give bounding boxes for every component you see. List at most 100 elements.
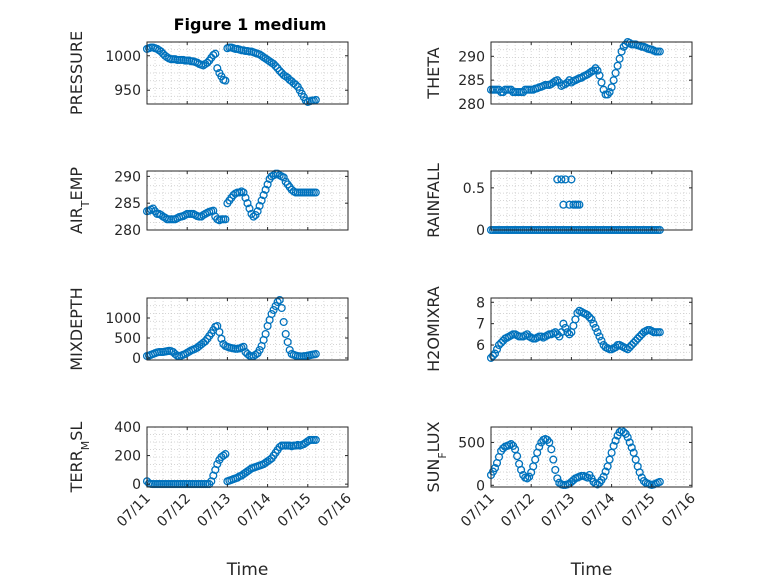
data-point [490,464,500,473]
y-axis-label: THETA [424,47,443,99]
y-tick-label: 0 [132,477,141,493]
data-point [635,332,644,341]
data-point [311,349,320,359]
y-tick-label: 285 [114,196,141,212]
data-point [589,66,598,75]
data-point [569,476,578,485]
data-point [611,343,620,352]
y-tick-label: 0.5 [463,181,485,197]
figure-title: Figure 1 medium [174,15,327,34]
data-point [257,196,266,205]
data-point [613,61,622,70]
data-point [595,332,604,341]
data-point [311,435,320,444]
data-point [291,80,300,89]
data-point [492,345,502,354]
data-point [633,334,642,343]
data-point [631,336,640,345]
data-point [263,180,272,189]
data-point [251,350,260,359]
data-point [591,64,600,73]
data-point [261,329,270,339]
data-point [161,51,170,60]
data-point [567,175,576,184]
data-point [507,440,516,449]
data-point [621,40,630,49]
data-point [573,308,582,318]
y-axis-label: H2OMIXRA [424,286,443,372]
data-point [609,76,618,85]
data-point [655,477,664,486]
data-point [211,49,220,58]
data-point [213,460,222,469]
data-point [259,191,268,200]
data-point [563,328,572,337]
y-tick-label: 8 [476,295,485,311]
data-point [283,337,292,347]
data-point [221,450,230,459]
y-tick-label: 0 [476,478,485,494]
data-point [589,477,598,486]
y-axis-label: MIXDEPTH [67,287,86,370]
data-point [239,188,248,197]
data-point [577,73,586,82]
data-point [241,193,250,202]
data-point [517,465,526,474]
data-point [575,200,584,209]
data-point [607,83,616,92]
axes-box [146,297,349,361]
data-point [275,295,284,305]
data-point [585,68,594,78]
series-markers [142,295,320,361]
data-point [269,305,278,315]
data-point [553,76,562,85]
subplot-theta: 280 285 290 THETA [424,37,693,113]
data-point [221,76,230,85]
data-point [197,212,206,221]
data-point [311,188,320,197]
data-point [279,71,288,80]
subplot-rainfall: 0 0.5 RAINFALL [424,163,693,239]
y-tick-label: 290 [114,169,141,185]
data-point [494,340,504,350]
data-point [277,303,286,313]
data-point [557,175,566,184]
data-point [311,95,320,104]
subplot-mixdepth: 0 500 1000 MIXDEPTH [67,287,349,371]
data-point [625,438,634,447]
data-point [535,442,544,451]
data-point [555,332,564,341]
data-point [221,215,230,224]
data-point [523,474,532,483]
y-axis-label: AIRTEMP [67,167,92,234]
x-axis-label: Time [226,560,269,580]
y-tick-label: 400 [114,420,141,436]
y-tick-label: 1000 [105,311,141,327]
data-point [157,210,166,220]
data-point [499,444,508,453]
y-axis-label: RAINFALL [424,163,443,238]
data-point [617,47,626,56]
subplot-h2omixra: 6 7 8 H2OMIXRA [424,286,693,372]
data-point [597,336,606,345]
data-point [639,476,648,486]
axes-box [490,426,693,488]
data-point [615,54,624,63]
data-point [623,433,632,442]
data-point [265,57,274,66]
data-point [249,212,258,221]
data-point [199,61,208,70]
grid [491,171,692,230]
data-point [494,85,504,94]
axes-box [146,170,349,231]
data-point [561,323,570,332]
data-point [271,62,280,71]
data-point [589,319,598,328]
data-point [279,317,288,327]
data-point [209,51,218,60]
y-tick-label: 290 [458,49,485,65]
x-axis-label: Time [570,560,613,580]
data-point [549,78,558,87]
series-markers [142,43,320,106]
